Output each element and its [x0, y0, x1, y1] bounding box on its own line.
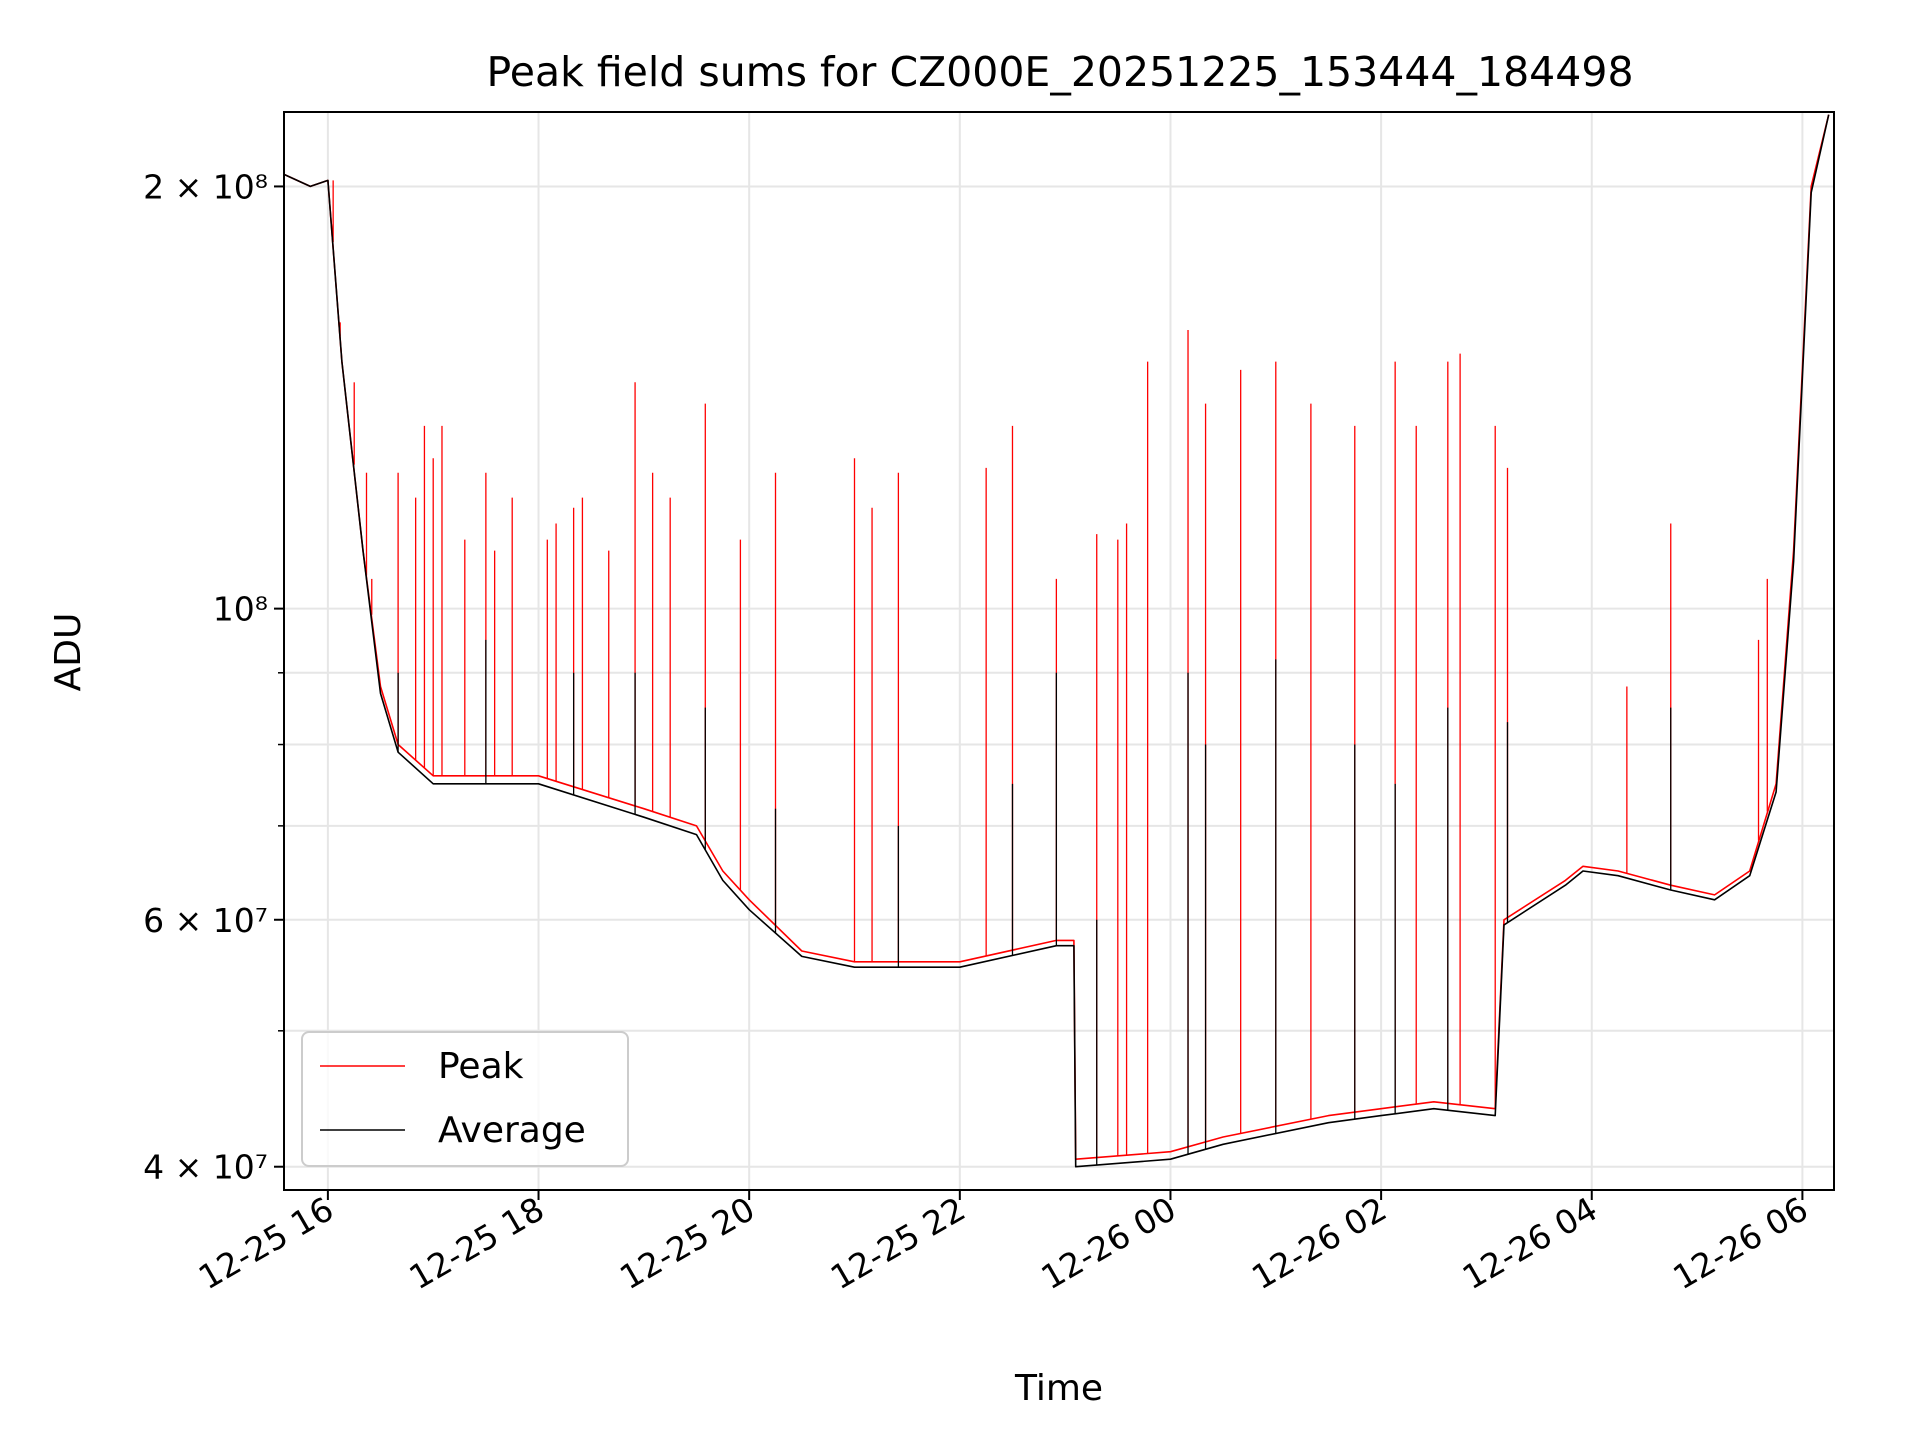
y-tick-label-3: 2 × 10⁸: [143, 167, 268, 206]
average-series-line: [284, 114, 1830, 1168]
grid-layer: [284, 112, 1834, 1190]
series-layer: [284, 114, 1830, 1168]
y-tick-label-0: 4 × 10⁷: [143, 1148, 268, 1187]
y-axis-label: ADU: [48, 613, 89, 692]
x-axis-label: Time: [1014, 1368, 1103, 1409]
plot-frame: [283, 111, 1835, 1191]
legend: Peak Average: [301, 1031, 629, 1167]
y-tick-label-2: 10⁸: [213, 590, 268, 629]
y-tick-label-1: 6 × 10⁷: [143, 901, 268, 940]
legend-average-label: Average: [438, 1110, 586, 1151]
legend-peak-label: Peak: [438, 1046, 524, 1087]
chart-title: Peak field sums for CZ000E_20251225_1534…: [486, 48, 1633, 96]
